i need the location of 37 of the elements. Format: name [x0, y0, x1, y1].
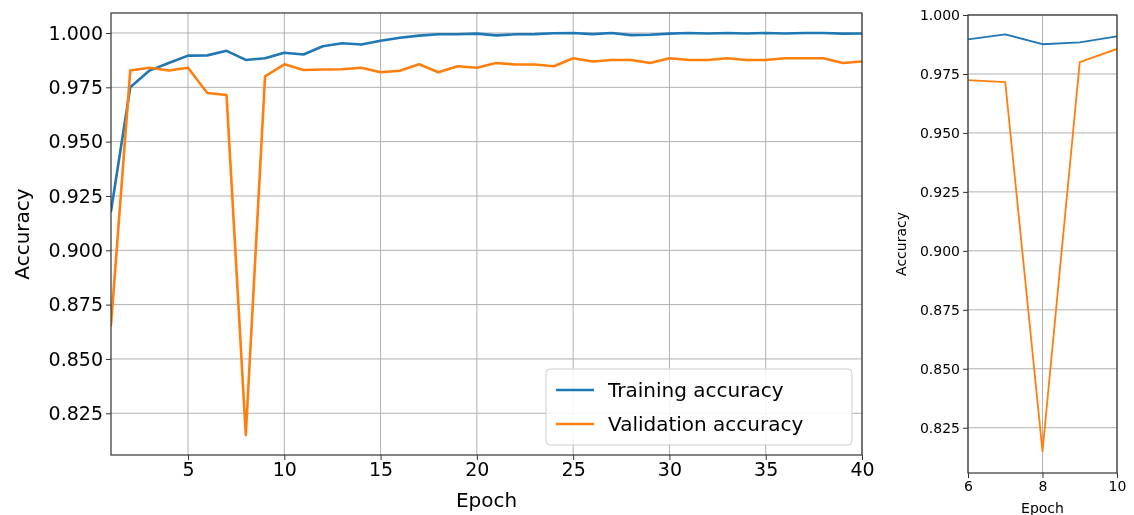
- y-axis-title: Accuracy: [893, 212, 909, 276]
- x-axis-title: Epoch: [1021, 500, 1064, 515]
- x-tick-label: 35: [754, 458, 779, 481]
- y-tick-label: 1.000: [48, 21, 103, 44]
- legend-label: Validation accuracy: [608, 412, 804, 436]
- y-tick-label: 0.975: [919, 65, 960, 82]
- x-axis-title: Epoch: [455, 488, 518, 512]
- y-tick-label: 0.925: [919, 183, 960, 200]
- y-tick-label: 0.950: [919, 124, 960, 141]
- x-tick-label: 10: [1108, 477, 1127, 494]
- x-tick-label: 40: [850, 458, 875, 481]
- x-tick-label: 20: [465, 458, 490, 481]
- line-series: [111, 31, 862, 213]
- x-tick-label: 8: [1038, 477, 1048, 494]
- y-tick-label: 0.900: [919, 242, 960, 259]
- y-tick-label: 0.900: [48, 238, 103, 261]
- x-tick-label: 5: [182, 458, 195, 481]
- x-tick-label: 30: [657, 458, 683, 481]
- y-tick-label: 0.850: [919, 360, 960, 377]
- y-tick-label: 0.825: [919, 419, 960, 436]
- y-tick-label: 1.000: [919, 6, 960, 23]
- x-tick-label: 6: [964, 477, 974, 494]
- line-series: [968, 33, 1117, 46]
- y-tick-label: 0.875: [48, 293, 103, 316]
- line-series: [968, 48, 1117, 453]
- x-tick-label: 25: [561, 458, 586, 481]
- y-tick-label: 0.850: [48, 347, 103, 370]
- y-axis-title: Accuracy: [10, 188, 34, 280]
- legend-label: Training accuracy: [607, 378, 784, 402]
- line-series: [111, 56, 862, 437]
- y-tick-label: 0.975: [48, 75, 103, 98]
- y-tick-label: 0.825: [48, 401, 103, 424]
- y-tick-label: 0.875: [919, 301, 960, 318]
- x-tick-label: 15: [369, 458, 394, 481]
- y-tick-label: 0.925: [48, 184, 103, 207]
- x-tick-label: 10: [272, 458, 297, 481]
- y-tick-label: 0.950: [48, 130, 103, 153]
